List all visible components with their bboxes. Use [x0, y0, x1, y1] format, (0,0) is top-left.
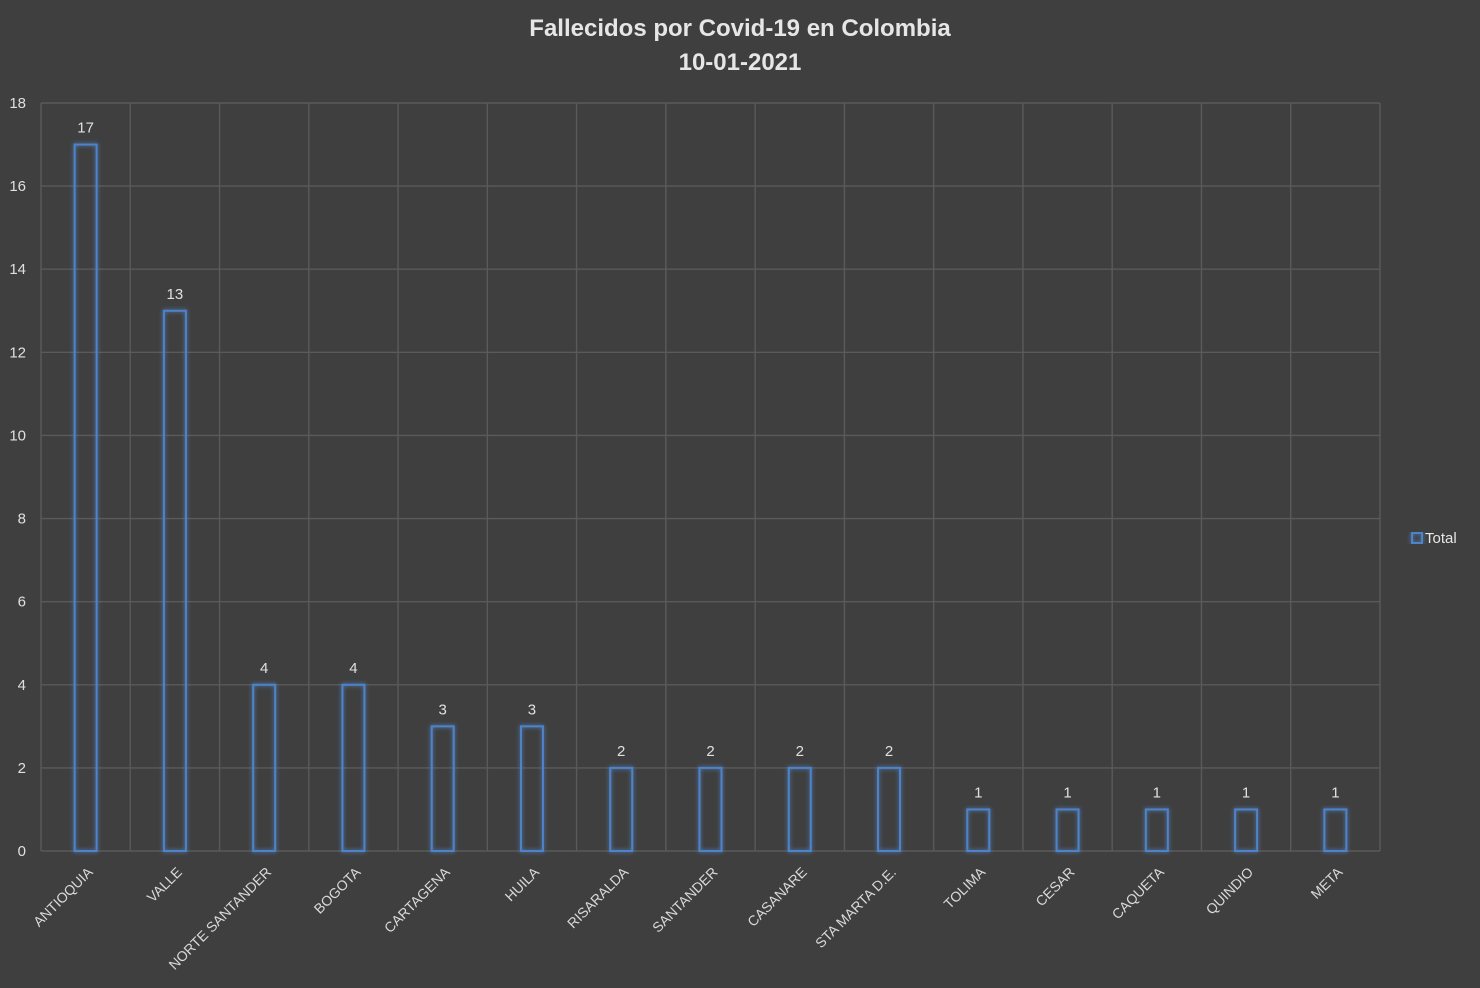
chart-title: Fallecidos por Covid-19 en Colombia	[529, 15, 951, 42]
data-label: 2	[796, 743, 804, 760]
x-category-label: RISARALDA	[564, 863, 632, 931]
bar	[341, 683, 366, 852]
legend-label-total: Total	[1425, 530, 1457, 547]
bar	[73, 143, 98, 853]
y-axis-ticks: 0 2 4 6 8 10 12 14 16 18	[9, 95, 26, 860]
bar	[252, 683, 277, 852]
legend-swatch	[1411, 532, 1423, 544]
bar	[162, 309, 187, 852]
data-label: 3	[528, 701, 536, 718]
data-labels: 17 13 4 4 3 3 2 2 2 2 1 1 1 1 1	[77, 120, 1339, 802]
data-label: 13	[167, 286, 184, 303]
data-label: 17	[77, 120, 94, 137]
data-label: 2	[617, 743, 625, 760]
x-category-label: NORTE SANTANDER	[165, 864, 274, 973]
grid	[40, 102, 1381, 852]
x-category-label: STA MARTA D.E.	[812, 864, 899, 951]
x-category-label: TOLIMA	[940, 863, 988, 911]
y-tick-label: 16	[9, 178, 26, 195]
bars	[73, 143, 1348, 853]
bar	[1055, 808, 1080, 853]
data-label: 4	[260, 660, 268, 677]
y-tick-label: 2	[18, 760, 26, 777]
bar	[877, 766, 902, 853]
x-category-label: BOGOTA	[311, 863, 364, 916]
y-tick-label: 6	[18, 594, 26, 611]
data-label: 1	[1242, 784, 1250, 801]
data-label: 1	[1063, 784, 1071, 801]
bar	[430, 725, 455, 852]
bar	[1144, 808, 1169, 853]
data-label: 3	[439, 701, 447, 718]
bar	[1234, 808, 1259, 853]
data-label: 2	[706, 743, 714, 760]
bar	[1323, 808, 1348, 853]
y-tick-label: 14	[9, 261, 26, 278]
data-label: 1	[1153, 784, 1161, 801]
x-category-label: VALLE	[144, 864, 185, 905]
y-tick-label: 12	[9, 344, 26, 361]
bar	[787, 766, 812, 853]
data-label: 4	[349, 660, 357, 677]
x-category-label: QUINDIO	[1203, 864, 1257, 918]
y-tick-label: 18	[9, 95, 26, 112]
x-category-label: CAQUETA	[1109, 863, 1168, 922]
x-category-label: HUILA	[502, 863, 543, 904]
bar	[966, 808, 991, 853]
bar	[609, 766, 634, 853]
x-category-label: ANTIOQUIA	[30, 863, 96, 929]
x-category-label: CARTAGENA	[381, 863, 453, 935]
bar	[519, 725, 544, 852]
data-label: 1	[1331, 784, 1339, 801]
y-tick-label: 8	[18, 511, 26, 528]
data-label: 1	[974, 784, 982, 801]
x-category-label: META	[1307, 863, 1346, 902]
data-label: 2	[885, 743, 893, 760]
x-category-label: CESAR	[1032, 864, 1077, 909]
x-category-label: CASANARE	[744, 864, 810, 930]
chart-subtitle: 10-01-2021	[679, 49, 802, 76]
y-tick-label: 0	[18, 843, 26, 860]
y-tick-label: 4	[18, 677, 26, 694]
bar	[698, 766, 723, 853]
x-category-label: SANTANDER	[649, 864, 721, 936]
legend: Total	[1411, 530, 1457, 547]
y-tick-label: 10	[9, 427, 26, 444]
